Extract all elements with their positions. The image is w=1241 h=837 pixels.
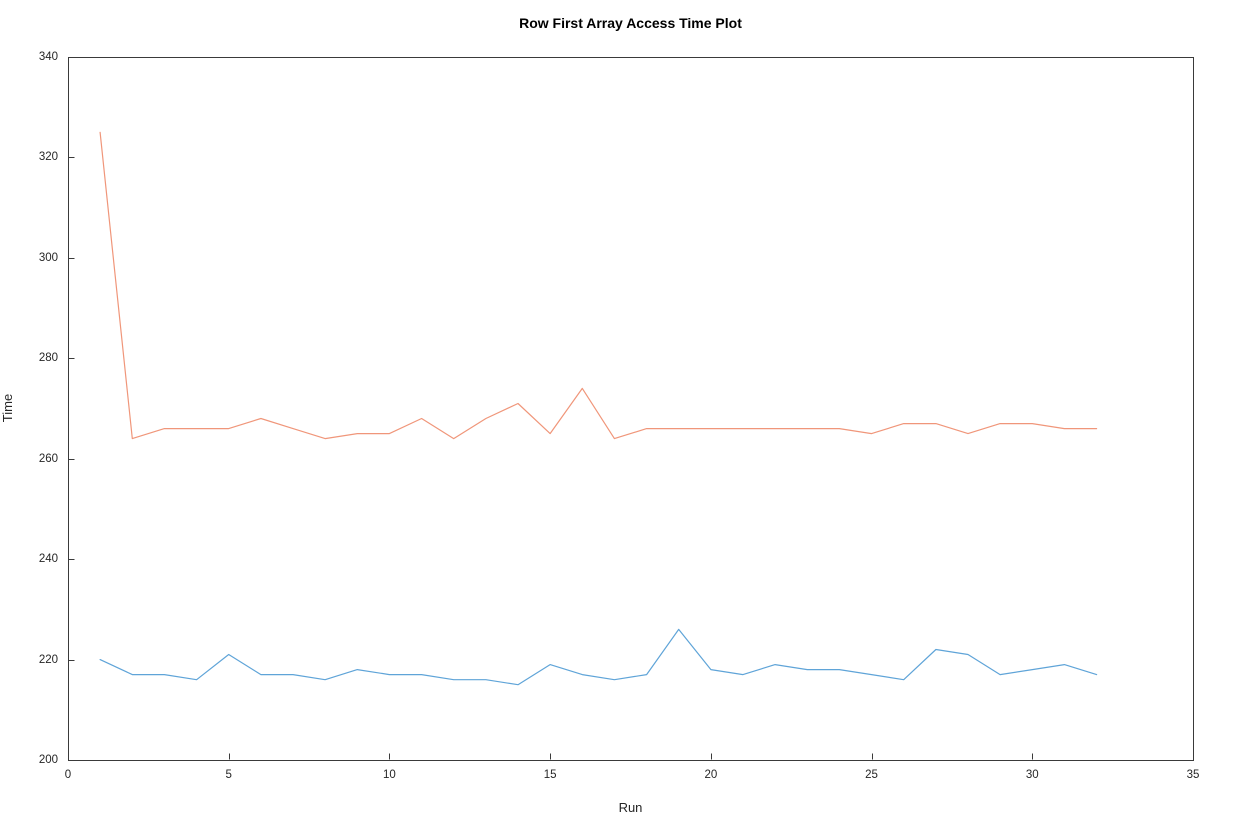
y-tick-label: 260: [38, 452, 58, 465]
x-tick-label: 0: [64, 769, 72, 781]
x-tick-label: 15: [543, 769, 557, 781]
blue-line: [99, 628, 1098, 686]
chart-title: Row First Array Access Time Plot: [519, 15, 742, 31]
y-tick-label: 280: [38, 352, 58, 365]
x-tick-label: 5: [225, 769, 232, 781]
x-axis-label: Run: [618, 800, 643, 815]
x-tick-label: 10: [383, 769, 396, 781]
y-tick-label: 200: [38, 754, 58, 766]
x-tick-label: 30: [1025, 769, 1039, 781]
y-tick-label: 240: [38, 553, 58, 566]
orange-line: [99, 131, 1098, 440]
y-tick-label: 340: [38, 51, 58, 63]
y-tick-label: 300: [38, 251, 58, 264]
x-tick-label: 25: [865, 769, 878, 781]
y-tick-label: 320: [38, 151, 58, 164]
y-tick-label: 220: [38, 653, 58, 666]
plot-frame: [68, 57, 1194, 761]
x-tick-label: 20: [704, 769, 718, 781]
x-tick-label: 35: [1186, 769, 1200, 781]
